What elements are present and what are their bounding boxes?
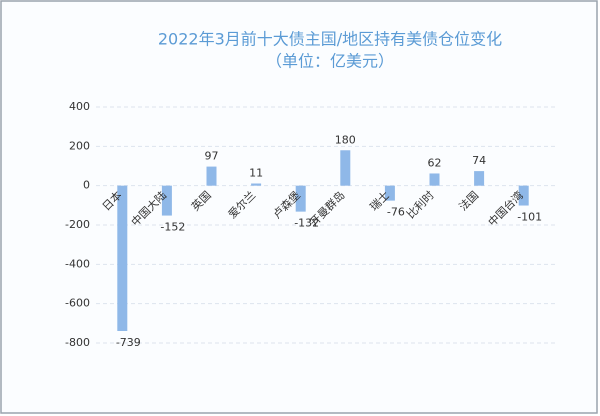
- data-label: 62: [428, 156, 442, 169]
- bar: [206, 166, 217, 186]
- y-tick-label: 0: [83, 179, 90, 192]
- data-label: 180: [335, 133, 356, 146]
- data-label: -101: [517, 211, 542, 224]
- data-label: -152: [160, 221, 185, 234]
- data-label: 11: [249, 167, 263, 180]
- bar: [117, 185, 128, 332]
- bar: [384, 185, 395, 201]
- y-tick-label: -800: [65, 336, 90, 349]
- y-tick-label: 400: [69, 100, 90, 113]
- bar: [295, 185, 306, 212]
- bar: [161, 185, 172, 216]
- bar: [474, 171, 485, 186]
- bar: [518, 185, 529, 206]
- y-tick-label: -200: [65, 218, 90, 231]
- bar: [429, 173, 440, 186]
- y-tick-label: 200: [69, 139, 90, 152]
- data-label: -76: [387, 206, 405, 219]
- y-tick-label: -600: [65, 297, 90, 310]
- chart-title: 2022年3月前十大债主国/地区持有美债仓位变化: [158, 30, 502, 49]
- data-label: 74: [472, 154, 486, 167]
- bar: [251, 183, 262, 186]
- data-label: -132: [294, 217, 319, 230]
- y-tick-label: -400: [65, 257, 90, 270]
- chart-subtitle: （单位：亿美元）: [266, 52, 394, 71]
- data-label: 97: [205, 150, 219, 163]
- bar: [340, 150, 351, 186]
- data-label: -739: [116, 336, 141, 349]
